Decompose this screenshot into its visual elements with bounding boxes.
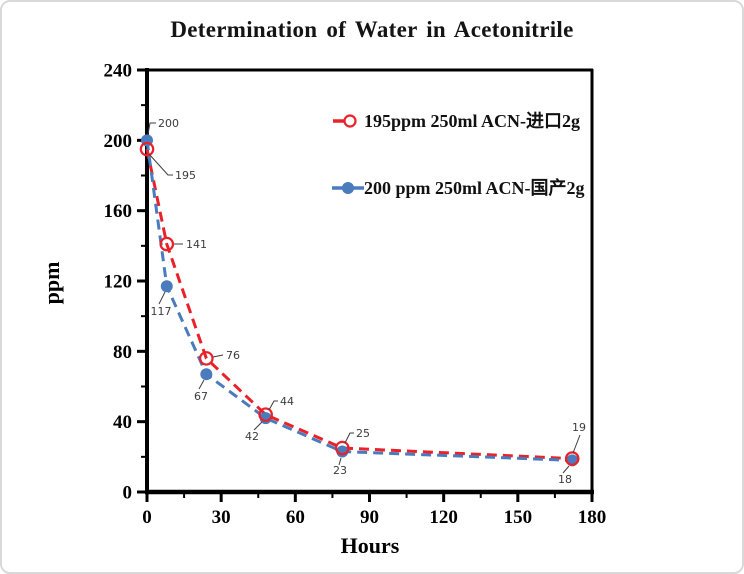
leader-line xyxy=(572,434,581,454)
x-tick-label: 120 xyxy=(429,507,458,528)
legend-label: 200 ppm 250ml ACN-国产2g xyxy=(364,177,585,198)
series-line-1 xyxy=(145,140,573,462)
x-tick-label: 30 xyxy=(212,507,231,528)
point-label: 117 xyxy=(151,305,172,318)
y-tick-label: 200 xyxy=(104,131,133,152)
plot-area: 0 30 60 90 120 150 180 0 40 80 120 160 200 240 200 195 1… xyxy=(104,61,607,529)
data-point-open xyxy=(258,407,273,422)
legend-item: 200 ppm 250ml ACN-国产2g xyxy=(332,177,585,198)
x-tick-label: 150 xyxy=(504,507,533,528)
data-point-open xyxy=(564,451,580,466)
legend-label: 195ppm 250ml ACN-进口2g xyxy=(364,111,580,131)
point-label: 200 xyxy=(158,117,179,130)
leader-line xyxy=(253,421,263,431)
legend-marker-open-circle xyxy=(343,114,357,128)
leader-line xyxy=(338,457,342,466)
point-label: 195 xyxy=(175,169,196,182)
y-tick-label: 40 xyxy=(113,412,132,433)
point-label: 141 xyxy=(186,238,207,251)
x-tick-label: 0 xyxy=(142,507,152,528)
point-label: 23 xyxy=(333,464,347,477)
point-label: 42 xyxy=(245,430,259,443)
point-label: 18 xyxy=(558,473,572,486)
data-point-open xyxy=(199,351,214,366)
data-point-open xyxy=(139,141,155,157)
y-tick-label: 240 xyxy=(104,61,133,82)
chart-title: Determination of Water in Acetonitrile xyxy=(170,17,574,42)
point-label: 76 xyxy=(226,349,240,362)
leader-line xyxy=(148,153,173,176)
point-label: 25 xyxy=(356,427,370,440)
y-tick-label: 160 xyxy=(104,201,133,222)
leader-line xyxy=(198,379,205,390)
x-axis-title: Hours xyxy=(341,533,400,558)
leader-line xyxy=(562,465,570,474)
point-label: 19 xyxy=(572,421,586,434)
series-line-0 xyxy=(145,148,573,461)
data-point-open xyxy=(159,236,175,252)
point-label: 67 xyxy=(194,390,208,403)
y-tick-label: 0 xyxy=(123,483,133,504)
y-axis-title: ppm xyxy=(39,262,64,305)
y-tick-label: 120 xyxy=(104,272,133,293)
leader-line xyxy=(158,291,166,305)
data-point-filled xyxy=(160,280,173,293)
x-tick-label: 90 xyxy=(360,507,379,528)
point-label: 44 xyxy=(280,395,294,408)
legend: 195ppm 250ml ACN-进口2g 200 ppm 250ml ACN-国… xyxy=(332,111,585,198)
x-tick-label: 180 xyxy=(578,507,607,528)
legend-item: 195ppm 250ml ACN-进口2g xyxy=(333,111,580,131)
leader-line xyxy=(147,122,156,135)
leader-line xyxy=(344,432,354,444)
data-point-open xyxy=(335,440,350,456)
legend-marker-filled-circle xyxy=(342,182,354,194)
data-point-filled xyxy=(200,368,213,381)
x-tick-label: 60 xyxy=(286,507,305,528)
leader-line xyxy=(268,400,278,411)
y-tick-label: 80 xyxy=(113,342,132,363)
leader-line xyxy=(212,354,224,358)
